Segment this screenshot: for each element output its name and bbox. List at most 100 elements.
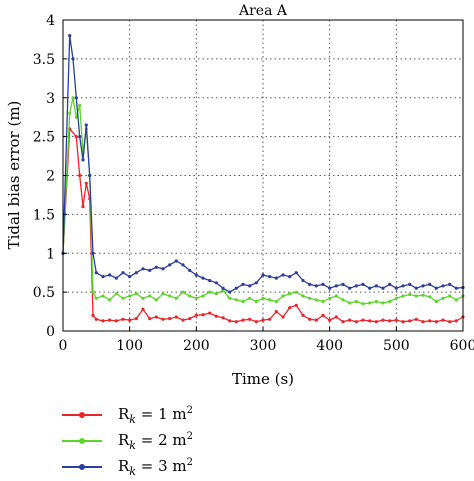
data-point: [434, 320, 438, 324]
data-point: [448, 282, 452, 286]
data-point: [221, 316, 225, 320]
data-point: [91, 290, 95, 294]
data-point: [328, 296, 332, 300]
data-point: [154, 315, 158, 319]
data-point: [134, 271, 138, 275]
data-point: [101, 294, 105, 298]
data-point: [108, 318, 112, 322]
y-tick-label: 1: [46, 246, 55, 262]
data-point: [161, 267, 165, 271]
data-point: [108, 273, 112, 277]
data-point: [81, 158, 85, 162]
data-point: [201, 313, 205, 317]
data-point: [388, 282, 392, 286]
data-point: [308, 296, 312, 300]
data-point: [174, 259, 178, 263]
data-point: [241, 299, 245, 304]
data-point: [281, 294, 285, 298]
data-point: [268, 275, 272, 279]
data-point: [221, 286, 225, 290]
y-tick-label: 4: [46, 13, 55, 29]
data-point: [341, 320, 345, 324]
data-point: [134, 317, 138, 321]
data-point: [248, 284, 252, 288]
data-point: [394, 296, 398, 300]
data-point: [114, 292, 118, 296]
data-point: [428, 319, 432, 323]
data-point: [328, 318, 332, 322]
data-point: [354, 320, 358, 324]
y-tick-label: 3: [46, 91, 55, 107]
data-point: [188, 268, 192, 272]
data-point: [354, 284, 358, 288]
data-point: [281, 315, 285, 319]
data-point: [161, 317, 165, 321]
legend-label-1: Rk = 1 m2: [118, 404, 193, 426]
data-point: [248, 296, 252, 300]
tick-layer: 0 100 200 300 400 500 600 0 0.5 1 1.5 2 2.5 3 3.5 4: [33, 13, 474, 354]
data-point: [261, 296, 265, 300]
data-point: [154, 298, 158, 302]
data-point: [448, 294, 452, 298]
data-point: [448, 320, 452, 324]
data-point: [84, 123, 88, 127]
data-point: [108, 298, 112, 302]
data-point: [361, 282, 365, 286]
data-point: [314, 318, 318, 322]
legend-item-3: Rk = 3 m2: [62, 454, 282, 480]
data-point: [454, 286, 458, 290]
data-point: [441, 318, 445, 322]
data-point: [188, 317, 192, 321]
data-point: [228, 290, 232, 294]
data-point: [88, 173, 92, 178]
data-point: [274, 310, 278, 314]
data-point: [181, 263, 185, 267]
y-tick-label: 2.5: [33, 130, 55, 146]
data-point: [84, 181, 88, 185]
data-point: [128, 275, 132, 279]
data-point: [288, 292, 292, 296]
data-point: [141, 267, 145, 271]
data-point: [214, 292, 218, 296]
data-point: [254, 320, 258, 324]
data-point: [101, 275, 105, 279]
data-point: [301, 294, 305, 298]
data-point: [168, 294, 172, 298]
data-point: [201, 276, 205, 280]
data-point: [388, 299, 392, 304]
series-layer: [61, 34, 465, 324]
legend-swatch-3: [62, 461, 102, 473]
data-point: [421, 320, 425, 324]
data-point: [94, 296, 98, 300]
data-point: [354, 299, 358, 304]
data-point: [341, 282, 345, 286]
data-point: [148, 317, 152, 321]
data-point: [141, 296, 145, 300]
data-point: [341, 298, 345, 302]
data-point: [188, 294, 192, 298]
data-point: [174, 296, 178, 300]
y-tick-label: 0: [46, 324, 55, 340]
x-tick-label: 300: [250, 338, 277, 354]
data-point: [228, 296, 232, 300]
data-point: [434, 299, 438, 304]
data-point: [194, 313, 198, 317]
data-point: [121, 271, 125, 275]
data-point: [401, 320, 405, 324]
data-point: [74, 115, 78, 119]
y-tick-label: 2: [46, 169, 55, 185]
data-point: [274, 276, 278, 280]
data-point: [101, 319, 105, 323]
data-point: [381, 318, 385, 322]
data-point: [381, 286, 385, 290]
data-point: [214, 281, 218, 285]
data-point: [94, 317, 98, 321]
data-point: [261, 318, 265, 322]
data-point: [254, 281, 258, 285]
data-point: [168, 263, 172, 267]
data-point: [361, 302, 365, 306]
data-point: [334, 284, 338, 288]
data-point: [161, 292, 165, 296]
data-point: [441, 296, 445, 300]
data-point: [314, 284, 318, 288]
